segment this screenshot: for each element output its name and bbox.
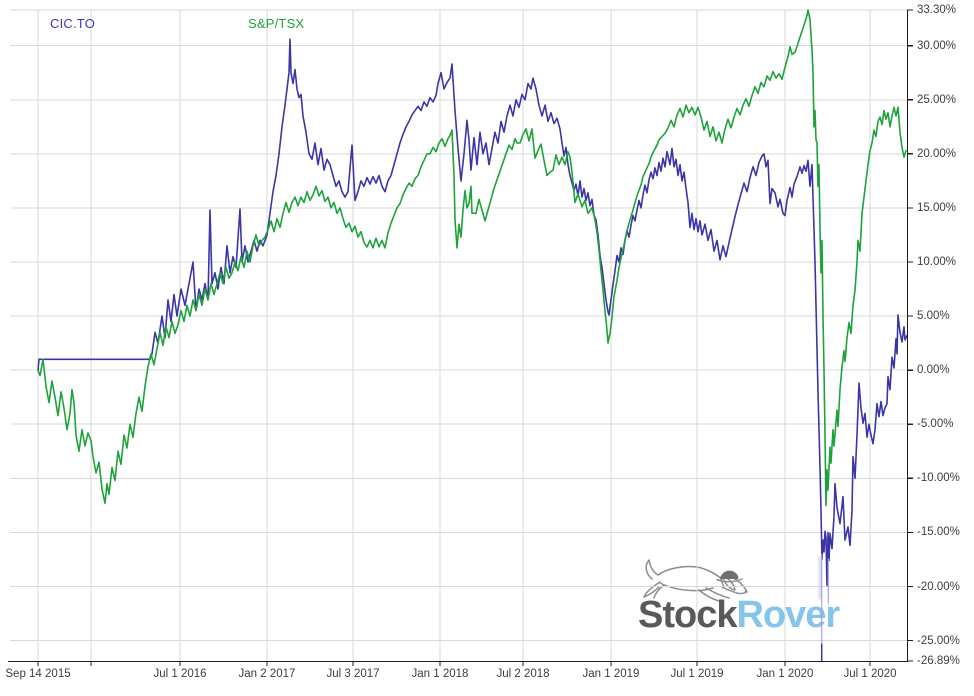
x-tick-label: Sep 14 2015	[5, 668, 71, 680]
y-tick-label: -15.00%	[917, 526, 960, 539]
legend-item-cic-to[interactable]: CIC.TO	[50, 16, 96, 31]
y-tick-label: 10.00%	[917, 256, 957, 268]
legend-item-sp-tsx[interactable]: S&P/TSX	[248, 16, 305, 31]
x-tick-label: Jul 2 2018	[496, 668, 550, 680]
y-tick-label: 33.30%	[917, 4, 957, 16]
x-tick-label: Jan 1 2020	[756, 668, 814, 680]
x-tick-label: Jan 1 2019	[582, 668, 640, 680]
y-tick-label: 30.00%	[917, 39, 957, 52]
y-tick-label: -25.00%	[917, 634, 960, 647]
y-tick-label: -20.00%	[917, 580, 960, 593]
y-tick-label: -26.89%	[917, 655, 960, 667]
x-tick-label: Jul 3 2017	[326, 668, 380, 680]
y-tick-label: 5.00%	[917, 310, 950, 323]
x-tick-label: Jul 1 2019	[670, 668, 724, 680]
series-line-s-p-tsx	[37, 9, 907, 507]
y-tick-label: -10.00%	[917, 472, 960, 485]
y-tick-label: -5.00%	[917, 418, 954, 431]
y-tick-label: 0.00%	[917, 364, 950, 377]
x-tick-label: Jan 1 2018	[411, 668, 469, 680]
x-tick-label: Jul 1 2016	[153, 668, 207, 680]
y-tick-label: 25.00%	[917, 93, 957, 106]
y-tick-label: 15.00%	[917, 201, 957, 214]
series-line-cic-to	[37, 38, 908, 587]
x-tick-label: Jul 1 2020	[843, 668, 897, 680]
x-tick-label: Jan 2 2017	[238, 668, 296, 680]
crash-wick-band	[818, 556, 822, 600]
y-tick-label: 20.00%	[917, 147, 957, 160]
